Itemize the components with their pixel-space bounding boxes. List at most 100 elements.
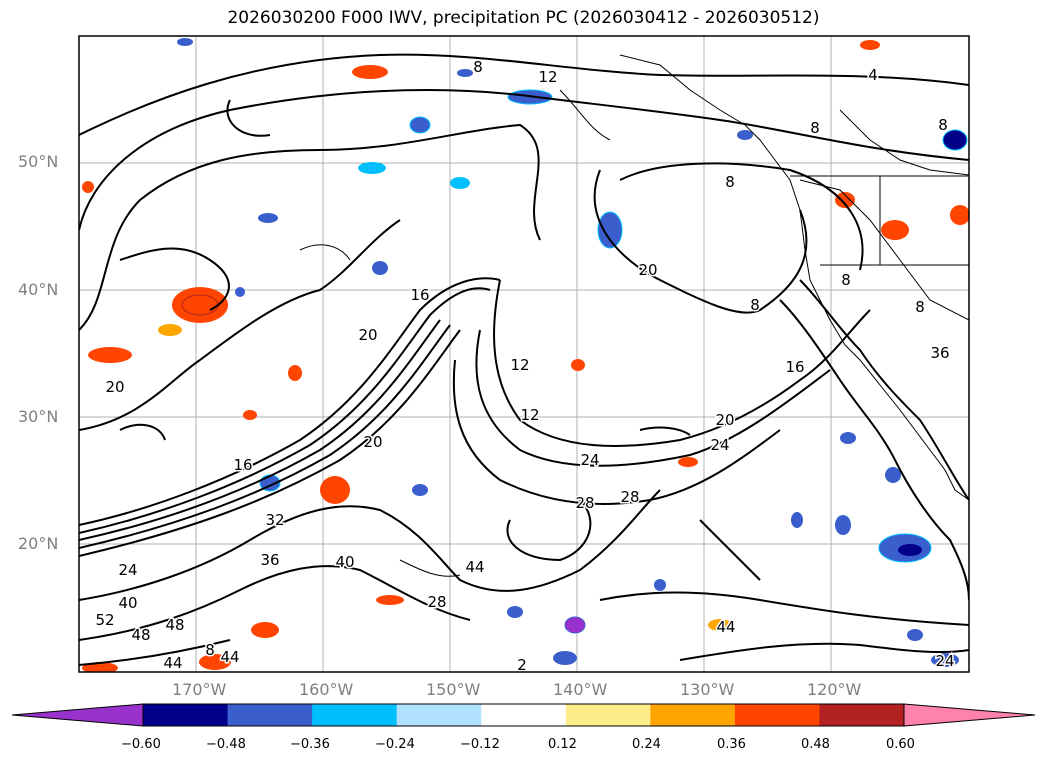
contour-label: 24 (935, 652, 954, 670)
contour-line (79, 123, 541, 331)
contour-line (79, 565, 471, 641)
colorbar-swatch (481, 704, 567, 726)
precip-blob-negative (898, 544, 922, 556)
precip-blob-positive (860, 40, 880, 50)
precip-blob-negative (177, 38, 193, 46)
precip-blob-negative (507, 606, 523, 618)
precip-blob-positive (950, 205, 969, 225)
contour-label: 20 (105, 378, 124, 396)
contour-line (493, 279, 871, 447)
colorbar-extend-low (12, 704, 143, 726)
colorbar-swatch (819, 704, 905, 726)
contour-label: 44 (220, 648, 239, 666)
colorbar-tick: 0.60 (886, 737, 915, 752)
colorbar-tick: −0.36 (290, 737, 330, 752)
contour-label: 12 (538, 68, 557, 86)
thin-contour (799, 179, 969, 321)
contour-line (599, 591, 969, 626)
precip-blob-negative (597, 211, 623, 249)
precip-blob-positive (881, 220, 909, 240)
colorbar-tick: 0.36 (717, 737, 746, 752)
colorbar-tick: −0.60 (121, 737, 161, 752)
precip-blob-negative (553, 651, 577, 665)
contour-label: 28 (427, 593, 446, 611)
coastlines (619, 54, 969, 501)
precip-blob-negative (372, 261, 388, 275)
colorbar-frame (142, 703, 905, 727)
contour-label: 36 (260, 551, 279, 569)
lon-label: 130°W (680, 680, 735, 699)
contour-line (779, 299, 969, 601)
contour-line (475, 329, 831, 467)
lat-label: 20°N (18, 534, 59, 553)
precip-blob-positive (835, 192, 855, 208)
precip-blob-negative (654, 579, 666, 591)
precip-blob-positive (82, 181, 94, 193)
contour-label: 12 (510, 356, 529, 374)
contour-line (699, 519, 761, 581)
contour-line (79, 319, 441, 541)
colorbar-outline (11, 703, 1036, 727)
precip-blob-positive (158, 324, 182, 336)
colorbar-swatch (396, 704, 482, 726)
lat-label: 40°N (18, 280, 59, 299)
thin-contours (299, 89, 969, 577)
contour-label: 2 (517, 656, 527, 674)
precip-blob-negative (564, 616, 586, 634)
contour-line (619, 162, 864, 271)
lon-label: 170°W (172, 680, 227, 699)
state-border (839, 109, 969, 176)
contour-label: 8 (810, 119, 820, 137)
contour-label: 8 (725, 173, 735, 191)
contour-line (506, 499, 592, 562)
precip-blob-positive (88, 347, 132, 363)
precip-blob-negative (737, 130, 753, 140)
precip-blob-negative (907, 629, 923, 641)
contour-line (79, 53, 969, 136)
contour-label: 20 (715, 411, 734, 429)
precip-blob-negative (258, 213, 278, 223)
precip-blob-positive (376, 595, 404, 605)
contour-label: 48 (165, 616, 184, 634)
contour-line (79, 324, 451, 549)
colorbar-swatch (312, 704, 398, 726)
contour-line (79, 277, 501, 526)
contour-label: 20 (638, 261, 657, 279)
precip-blobs (82, 38, 969, 672)
iwv-contours (79, 53, 969, 666)
precip-blob-positive (251, 622, 279, 638)
contour-label: 40 (335, 553, 354, 571)
precip-blob-positive (288, 365, 302, 381)
contour-line (639, 426, 691, 436)
contour-label: 20 (358, 326, 377, 344)
contour-label: 24 (580, 451, 599, 469)
contour-label: 4 (868, 66, 878, 84)
contour-label: 36 (930, 344, 949, 362)
contour-label: 24 (118, 561, 137, 579)
contour-label: 8 (205, 641, 215, 659)
colorbar-extend-high (904, 704, 1035, 726)
colorbar-tick: 0.48 (801, 737, 830, 752)
precip-blob-negative (235, 287, 245, 297)
contour-label: 16 (410, 286, 429, 304)
colorbar-tick: 0.12 (548, 737, 577, 752)
precip-blob-positive (243, 410, 257, 420)
precip-blob-negative (840, 432, 856, 444)
contour-label: 44 (163, 654, 182, 672)
map-title: 2026030200 F000 IWV, precipitation PC (2… (227, 8, 820, 28)
contour-label: 52 (95, 611, 114, 629)
precip-blob-positive (199, 654, 231, 670)
contour-label: 20 (363, 433, 382, 451)
precip-blob-negative (942, 129, 968, 151)
contour-label: 8 (915, 298, 925, 316)
contour-line (799, 279, 969, 501)
precip-blob-positive (320, 476, 350, 504)
precip-blob-negative (409, 116, 431, 134)
contour-line (79, 489, 661, 601)
contour-label: 8 (750, 296, 760, 314)
precip-blob-positive (571, 359, 585, 371)
contour-label: 44 (716, 618, 735, 636)
contour-line (593, 169, 808, 314)
